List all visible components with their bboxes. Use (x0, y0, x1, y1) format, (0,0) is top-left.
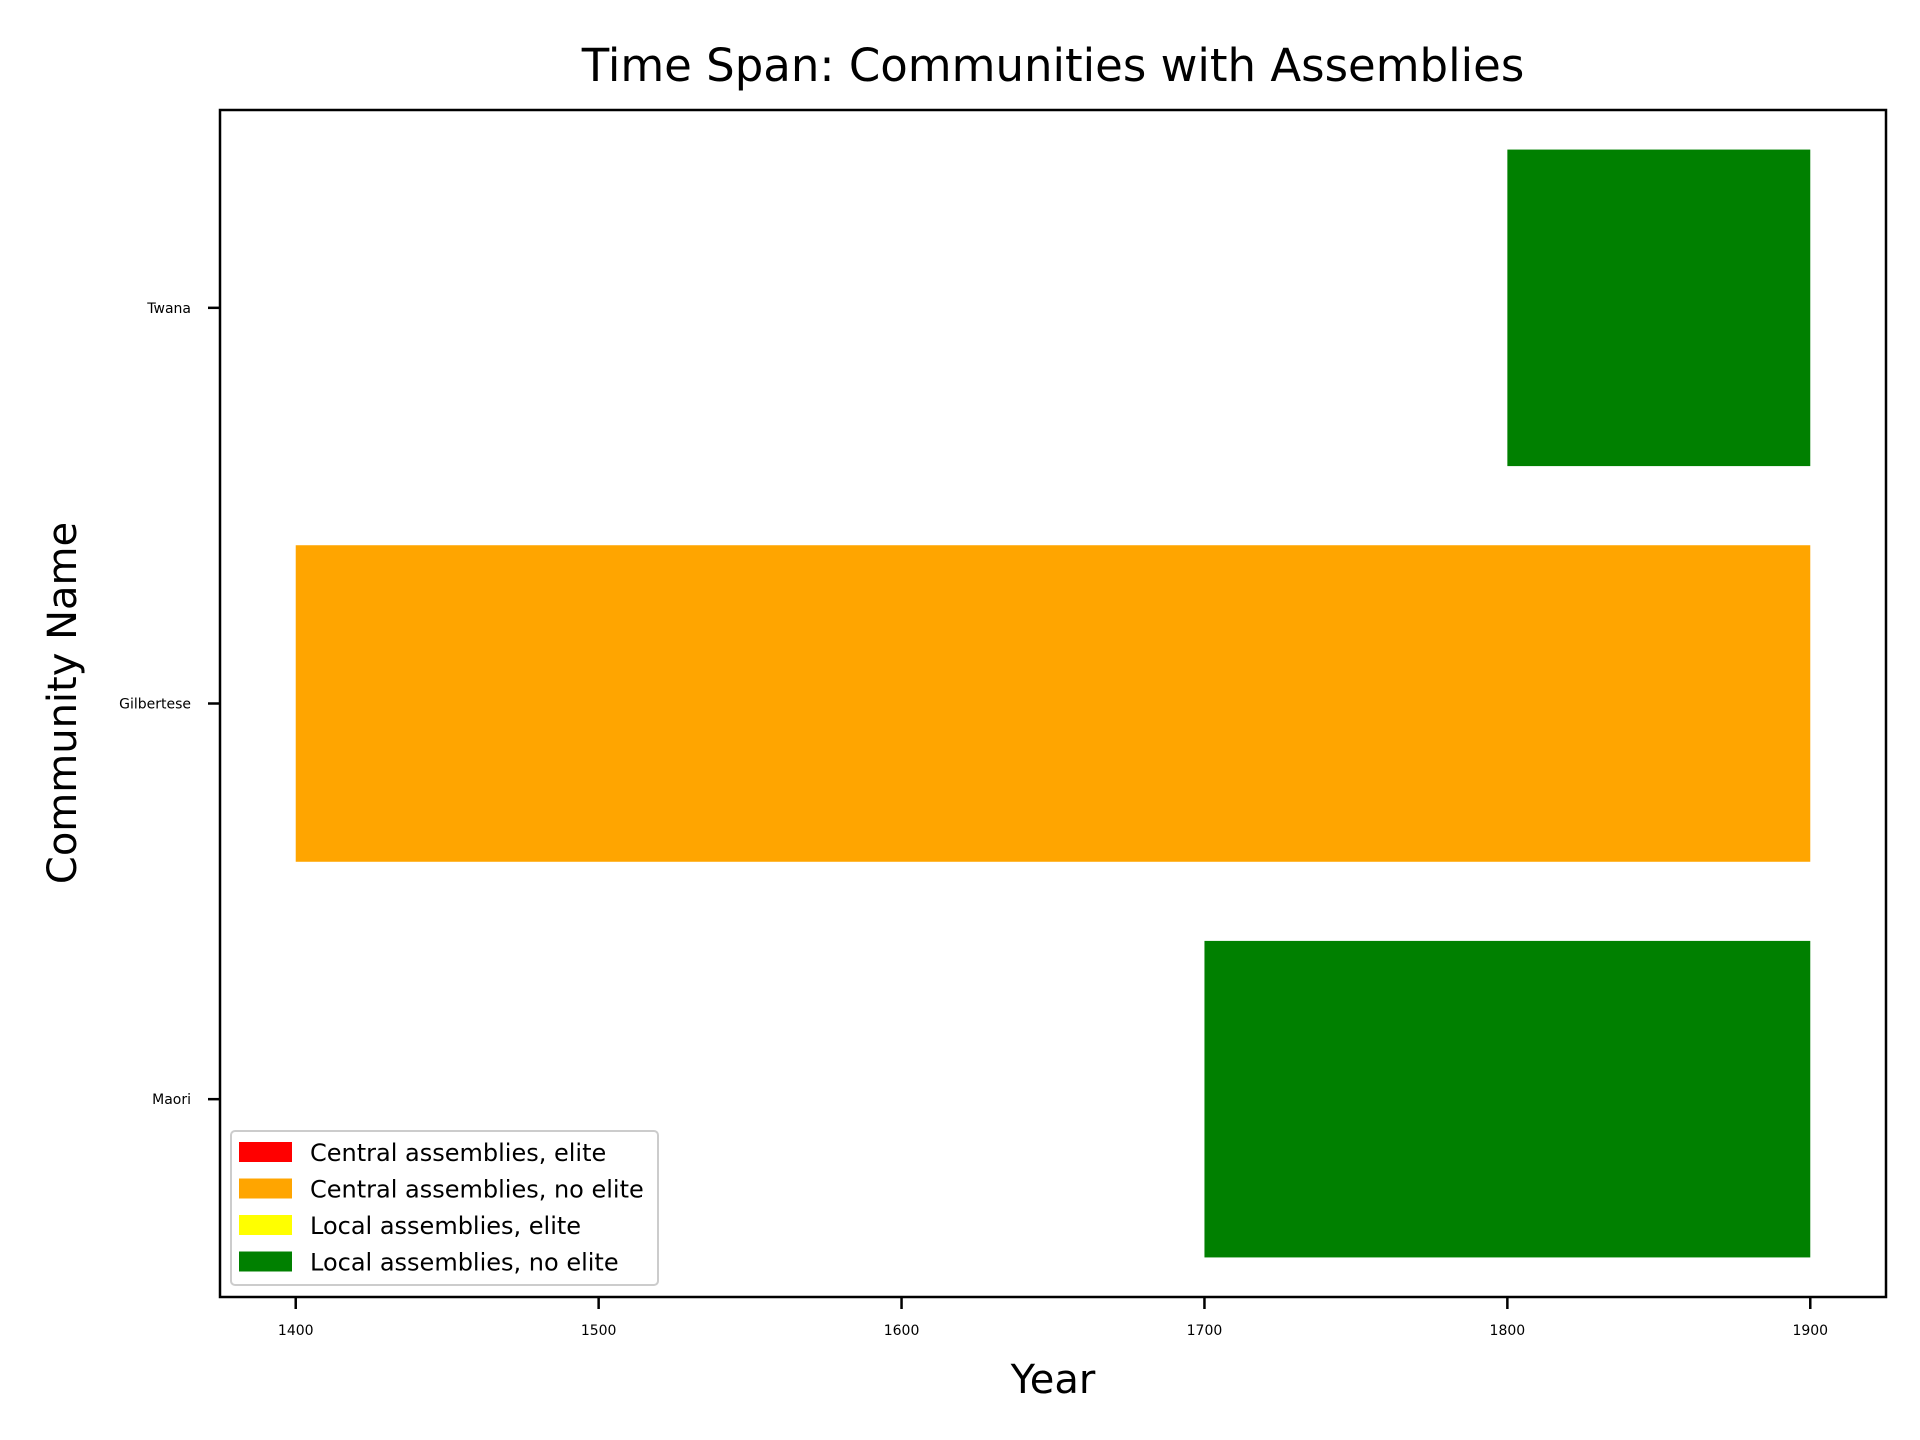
legend-swatch (239, 1178, 292, 1199)
legend-swatch (239, 1215, 292, 1235)
legend-frame (230, 1130, 659, 1286)
x-axis-label: Year (1010, 1357, 1096, 1403)
chart-title: Time Span: Communities with Assemblies (581, 39, 1525, 92)
y-tick-label: Twana (146, 301, 191, 317)
y-ticks-layer: Maori Gilbertese Twana (119, 301, 220, 1108)
legend-swatch (239, 1251, 292, 1272)
plot-frame (218, 108, 1888, 1299)
legend: Central assemblies, elite Central assembl… (230, 1130, 659, 1286)
x-tick-label: 1400 (278, 1323, 314, 1339)
legend-label: Local assemblies, elite (310, 1212, 581, 1240)
x-tick-label: 1500 (581, 1323, 617, 1339)
bar-gilbertese (295, 545, 1811, 862)
x-tick-label: 1700 (1187, 1323, 1223, 1339)
legend-label: Central assemblies, no elite (310, 1176, 644, 1204)
legend-label: Central assemblies, elite (310, 1139, 606, 1167)
bars-layer (295, 149, 1811, 1258)
bar-twana (1507, 149, 1811, 467)
legend-label: Local assemblies, no elite (310, 1249, 619, 1277)
bar-maori (1204, 940, 1811, 1258)
y-tick-label: Gilbertese (119, 697, 191, 713)
x-tick-label: 1600 (884, 1323, 920, 1339)
x-tick-label: 1900 (1792, 1323, 1828, 1339)
x-ticks-layer: 1400 1500 1600 1700 1800 1900 (278, 1297, 1828, 1339)
x-tick-label: 1800 (1490, 1323, 1526, 1339)
legend-swatch (239, 1142, 292, 1162)
y-axis-label: Community Name (40, 522, 86, 884)
y-tick-label: Maori (152, 1092, 191, 1108)
